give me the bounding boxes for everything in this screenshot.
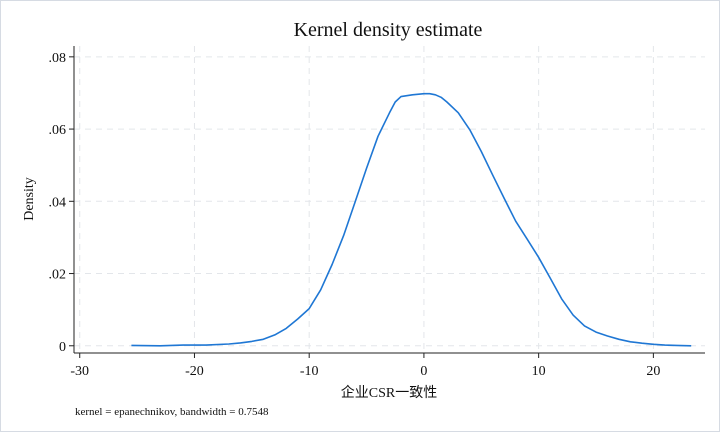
x-tick-label: 0 bbox=[420, 364, 427, 379]
x-tick-label: 20 bbox=[646, 364, 660, 379]
grid-layer bbox=[74, 46, 705, 353]
x-tick-label: -10 bbox=[300, 364, 319, 379]
x-axis-label: 企业CSR一致性 bbox=[341, 384, 437, 401]
y-tick-label: .04 bbox=[49, 195, 67, 210]
y-tick-label: .06 bbox=[49, 123, 67, 138]
tick-layer: 0 .02 .04 .06 .08 -30 -20 -10 0 10 20 bbox=[49, 51, 661, 379]
kernel-note: kernel = epanechnikov, bandwidth = 0.754… bbox=[75, 406, 269, 418]
axis-layer bbox=[73, 46, 705, 354]
y-tick-label: .08 bbox=[49, 51, 67, 66]
y-tick-label: 0 bbox=[59, 340, 66, 355]
y-axis-label: Density bbox=[22, 177, 37, 221]
x-tick-label: 10 bbox=[532, 364, 546, 379]
chart-title: Kernel density estimate bbox=[294, 19, 483, 41]
x-tick-label: -30 bbox=[70, 364, 89, 379]
y-tick-label: .02 bbox=[49, 268, 67, 283]
density-line bbox=[131, 92, 692, 347]
series-layer bbox=[131, 92, 692, 347]
x-tick-label: -20 bbox=[185, 364, 204, 379]
